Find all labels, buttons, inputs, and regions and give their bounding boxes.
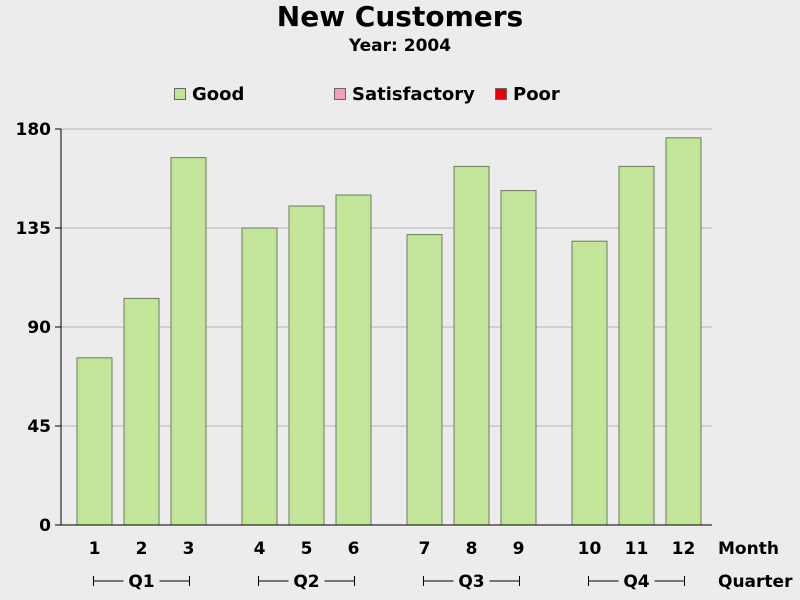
y-tick-labels: 0 45 90 135 180 [16, 120, 52, 536]
legend-item-good: Good [174, 83, 245, 105]
y-tick-label: 135 [16, 219, 52, 239]
x-tick-label: 1 [89, 539, 101, 559]
legend-label-poor: Poor [513, 83, 560, 105]
x-tick-label: 10 [578, 539, 602, 559]
chart-subtitle: Year: 2004 [348, 36, 452, 56]
y-tick-label: 45 [27, 417, 51, 437]
x-tick-label: 7 [419, 539, 431, 559]
bar-month-6 [335, 194, 372, 526]
x-tick-label: 2 [136, 539, 148, 559]
bar-month-8 [453, 165, 490, 526]
bar-month-9 [500, 190, 537, 526]
bar-month-1 [76, 357, 113, 526]
x-tick-label: 12 [672, 539, 696, 559]
legend-label-satisfactory: Satisfactory [352, 83, 475, 105]
chart-title: New Customers [276, 0, 524, 33]
legend-item-poor: Poor [495, 83, 560, 105]
y-tick-label: 0 [39, 516, 51, 536]
x-tick-label: 3 [183, 539, 195, 559]
x-tick-label: 9 [513, 539, 525, 559]
bars [76, 137, 702, 526]
x-tick-labels: 1 2 3 4 5 6 7 8 9 10 11 12 Month [89, 539, 779, 559]
legend-swatch-satisfactory [334, 88, 346, 100]
legend-item-satisfactory: Satisfactory [334, 83, 475, 105]
bar-month-10 [571, 240, 608, 526]
group-axis-label: Quarter [718, 572, 793, 592]
legend-swatch-good [174, 88, 186, 100]
x-tick-label: 4 [254, 539, 266, 559]
y-tick-label: 180 [16, 120, 52, 140]
x-tick-label: 11 [625, 539, 649, 559]
bar-month-11 [618, 165, 655, 526]
legend-label-good: Good [192, 83, 245, 105]
quarter-label: Q4 [623, 572, 649, 592]
quarter-label: Q3 [458, 572, 484, 592]
bar-month-7 [406, 234, 443, 526]
bar-month-2 [123, 297, 160, 526]
x-tick-label: 5 [301, 539, 313, 559]
bar-month-12 [665, 137, 702, 526]
quarter-labels: Q1 Q2 Q3 Q4 Quarter [93, 572, 793, 592]
bar-month-4 [241, 227, 278, 526]
axes [55, 128, 712, 526]
bar-month-3 [170, 157, 207, 526]
x-tick-label: 8 [466, 539, 478, 559]
y-tick-label: 90 [27, 318, 51, 338]
quarter-label: Q2 [293, 572, 319, 592]
legend-swatch-poor [495, 88, 507, 100]
bar-month-5 [288, 205, 325, 526]
x-tick-label: 6 [348, 539, 360, 559]
quarter-label: Q1 [128, 572, 154, 592]
x-axis-label: Month [718, 539, 779, 559]
